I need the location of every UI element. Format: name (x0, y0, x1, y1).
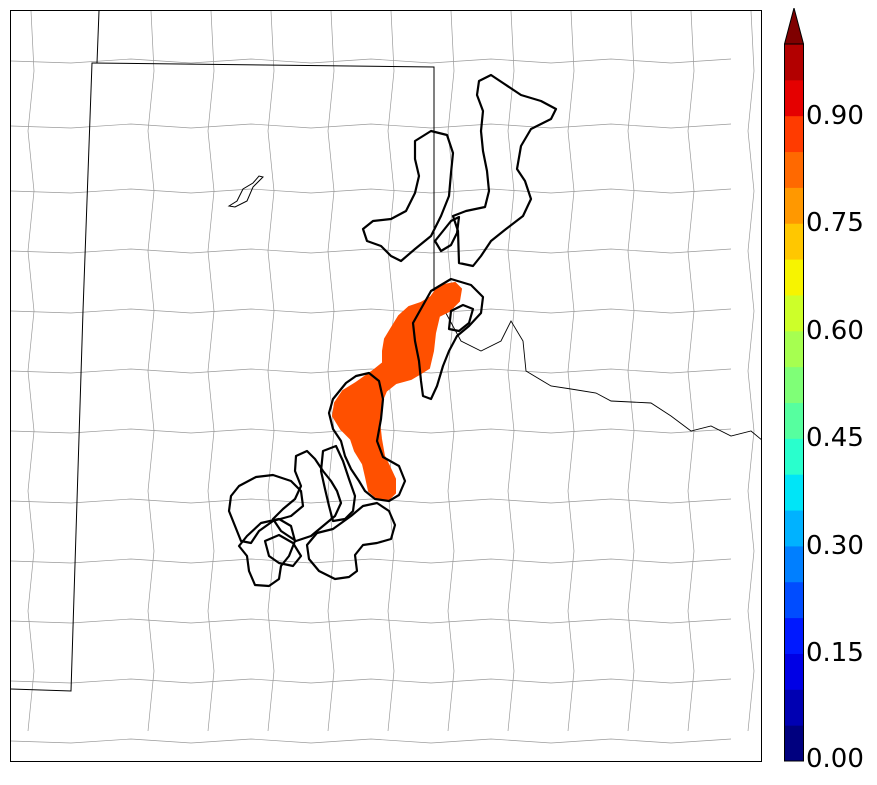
colorbar-band (784, 366, 804, 403)
county-line-h (11, 498, 732, 504)
county-line-h (11, 308, 732, 314)
colorbar-extend-arrow (784, 8, 804, 45)
colorbar-band (784, 79, 804, 117)
colorbar-band (784, 44, 804, 81)
colorbar-tick-label: 0.30 (806, 530, 864, 561)
contour-south-d (305, 501, 397, 581)
colorbar-band (784, 259, 804, 296)
contour-south-c (319, 444, 357, 523)
county-line-v (327, 11, 335, 732)
colorbar-tick-label: 0.90 (806, 100, 864, 131)
map-panel (10, 10, 762, 762)
county-line-h (11, 58, 732, 64)
contour-middle-inner (447, 303, 475, 333)
county-line-v (207, 11, 215, 732)
state-boundary-west (11, 11, 100, 692)
colorbar-band (784, 581, 804, 619)
colorbar-band (784, 115, 804, 153)
colorbar-frame (784, 43, 804, 762)
colorbar-tick-label: 0.60 (806, 315, 864, 346)
colorbar-band (784, 330, 804, 368)
county-line-h (11, 738, 732, 744)
colorbar-band (784, 510, 804, 547)
colorbar (784, 8, 804, 762)
contour-central (327, 371, 407, 503)
lake-outline (227, 175, 264, 208)
colorbar-band (784, 617, 804, 654)
colorbar-band (784, 689, 804, 726)
colorbar-band (784, 545, 804, 583)
county-line-v (627, 11, 635, 732)
county-line-v (267, 11, 275, 732)
county-line-v (507, 11, 515, 732)
colorbar-band (784, 653, 804, 690)
county-line-v (447, 11, 455, 732)
contour-outlines (227, 73, 558, 588)
river-boundary (433, 290, 761, 440)
colorbar-band (784, 725, 804, 762)
county-line-v (147, 11, 155, 732)
map-canvas (11, 11, 761, 744)
colorbar-tick-label: 0.75 (806, 208, 864, 239)
county-line-v (747, 11, 755, 732)
contour-middle (411, 277, 485, 401)
colorbar-band (784, 474, 804, 511)
colorbar-tick-label: 0.15 (806, 638, 864, 669)
colorbar-band (784, 187, 804, 224)
colorbar-band (784, 151, 804, 188)
colorbar-tick-label: 0.00 (806, 744, 864, 774)
state-boundary-north (91, 62, 435, 291)
colorbar-band (784, 438, 804, 475)
county-line-h (11, 123, 732, 129)
colorbar-tick-label: 0.45 (806, 423, 864, 454)
probability-field (331, 281, 463, 501)
contour-south-f (263, 533, 303, 568)
county-line-v (687, 11, 695, 732)
colorbar-band (784, 294, 804, 332)
colorbar-band (784, 402, 804, 439)
county-line-h (11, 188, 732, 194)
colorbar-band (784, 223, 804, 260)
state-boundaries (11, 11, 761, 692)
county-line-h (11, 678, 732, 684)
contour-upper-left (361, 129, 455, 263)
county-line-v (567, 11, 575, 732)
contour-north (451, 73, 558, 268)
county-line-h (11, 248, 732, 254)
county-line-h (11, 368, 732, 374)
county-line-h (11, 558, 732, 564)
county-line-h (11, 618, 732, 624)
contour-inner-right (433, 215, 461, 253)
contour-south-e (237, 517, 297, 588)
county-line-v (27, 11, 35, 732)
